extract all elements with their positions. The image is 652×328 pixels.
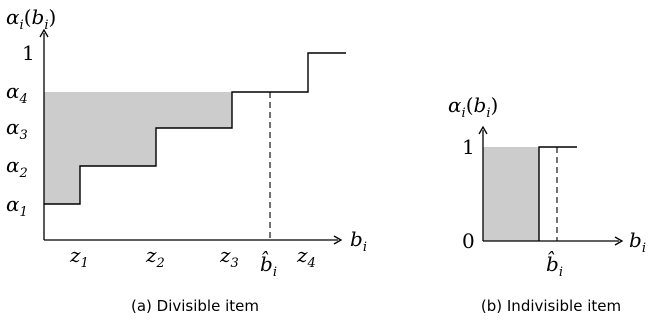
x-axis-arrow-indivisible — [614, 236, 624, 246]
x-tick-z1: z1 — [69, 243, 89, 271]
caption-indivisible: (b) Indivisible item — [481, 297, 621, 315]
shaded-area-indivisible — [483, 147, 539, 241]
y-tick-one-indivisible: 1 — [462, 135, 475, 159]
x-axis-label-indivisible: bi — [629, 228, 646, 256]
step-function-indivisible — [538, 146, 577, 241]
indivisible-item-panel: αi(bi) 1 0 b̂i bi (b) Indivisible item — [448, 93, 646, 315]
x-tick-z3: z3 — [219, 243, 239, 271]
x-tick-z2: z2 — [145, 243, 165, 271]
divisible-item-panel: αi(bi) α1 α2 α3 α4 1 z1 z2 z3 z4 b̂i bi … — [6, 5, 367, 315]
y-tick-alpha2: α2 — [6, 153, 28, 181]
y-tick-zero-indivisible: 0 — [462, 229, 475, 253]
y-axis-label-indivisible: αi(bi) — [448, 93, 498, 121]
x-axis-label-divisible: bi — [350, 227, 367, 255]
shaded-area-divisible — [44, 92, 232, 204]
caption-divisible: (a) Divisible item — [131, 297, 259, 315]
y-tick-alpha3: α3 — [6, 115, 28, 143]
x-axis-arrow-divisible — [333, 235, 343, 245]
y-axis-label-divisible: αi(bi) — [6, 5, 56, 33]
step-function-divisible — [44, 52, 346, 205]
bhat-label-divisible: b̂i — [260, 250, 277, 280]
y-tick-alpha4: α4 — [6, 79, 28, 107]
x-tick-z4: z4 — [296, 243, 316, 271]
y-axis-arrow-divisible — [39, 28, 49, 38]
y-tick-alpha1: α1 — [6, 192, 28, 220]
bhat-label-indivisible: b̂i — [546, 250, 563, 280]
y-tick-one-divisible: 1 — [22, 41, 35, 65]
y-axis-arrow-indivisible — [478, 125, 488, 135]
